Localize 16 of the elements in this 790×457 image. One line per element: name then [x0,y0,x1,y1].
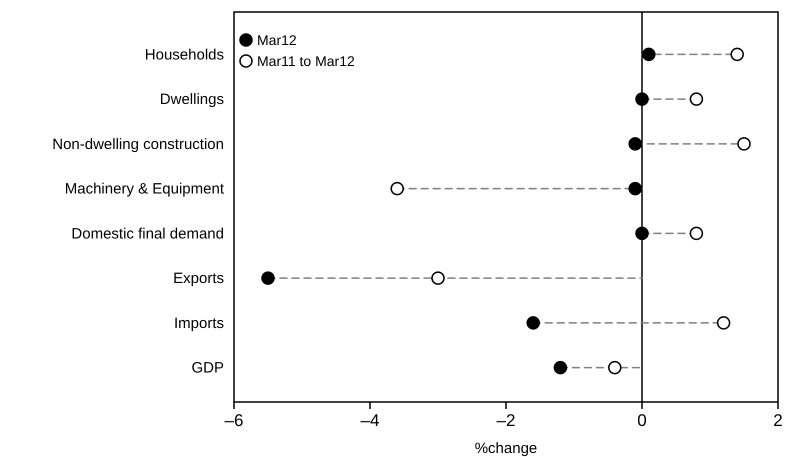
x-tick-label: 0 [637,411,647,430]
x-tick-label: –4 [360,411,380,430]
legend-label: Mar12 [257,32,297,48]
y-tick-label: Dwellings [160,91,224,108]
y-tick-label: Non-dwelling construction [52,136,224,153]
y-tick-label: Imports [174,314,224,332]
legend-label: Mar11 to Mar12 [257,53,355,69]
x-tick-label: –6 [224,411,244,430]
x-tick-label: –2 [496,411,516,430]
y-tick-label: Domestic final demand [71,225,224,242]
y-tick-label: Machinery & Equipment [64,180,225,198]
y-tick-label: Exports [173,270,224,288]
y-tick-label: Households [144,46,224,64]
x-axis-title: %change [474,440,538,457]
y-tick-label: GDP [191,360,224,377]
x-tick-label: 2 [773,411,783,430]
